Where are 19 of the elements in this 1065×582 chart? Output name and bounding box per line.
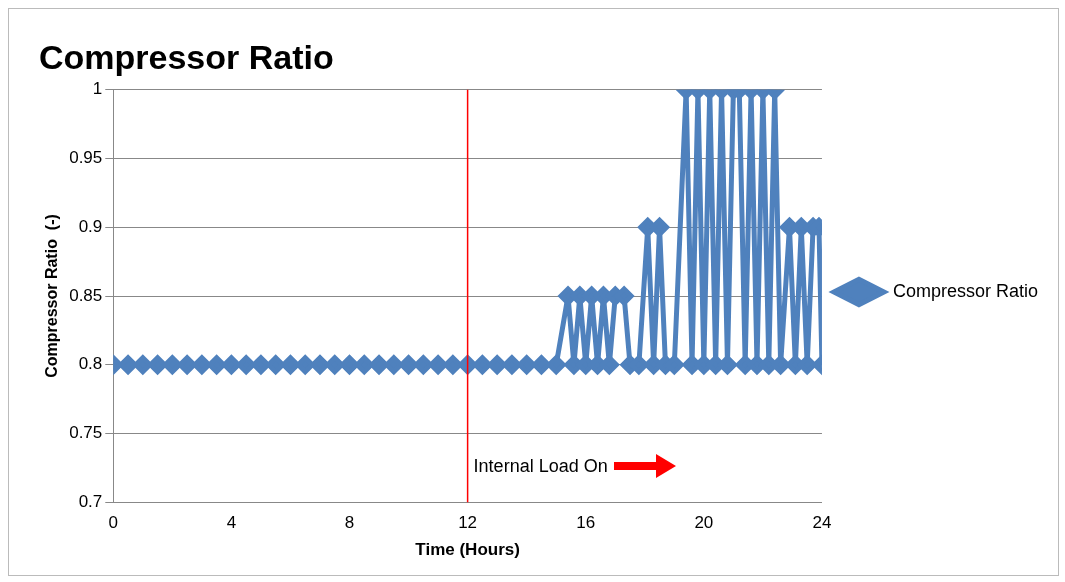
chart-title: Compressor Ratio	[39, 37, 334, 76]
x-tick-label: 20	[694, 513, 714, 533]
y-tick-label: 0.85	[69, 285, 103, 305]
x-tick-label: 12	[458, 513, 478, 533]
x-tick-label: 8	[344, 513, 355, 533]
y-tick-label: 0.9	[78, 216, 103, 236]
x-tick-label: 4	[226, 513, 237, 533]
x-axis-title: Time (Hours)	[415, 540, 520, 560]
x-tick-label: 0	[108, 513, 119, 533]
y-tick-label: 0.7	[78, 491, 103, 511]
y-tick-label: 1	[92, 79, 103, 99]
y-tick-label: 0.8	[78, 354, 103, 374]
y-tick-label: 0.95	[69, 148, 103, 168]
x-tick-label: 24	[812, 513, 832, 533]
x-tick-label: 16	[576, 513, 596, 533]
legend-label: Compressor Ratio	[892, 280, 1038, 301]
y-axis-title: Compressor Ratio (-)	[43, 214, 61, 378]
annotation: Internal Load On	[473, 455, 608, 477]
y-tick-label: 0.75	[69, 423, 103, 443]
